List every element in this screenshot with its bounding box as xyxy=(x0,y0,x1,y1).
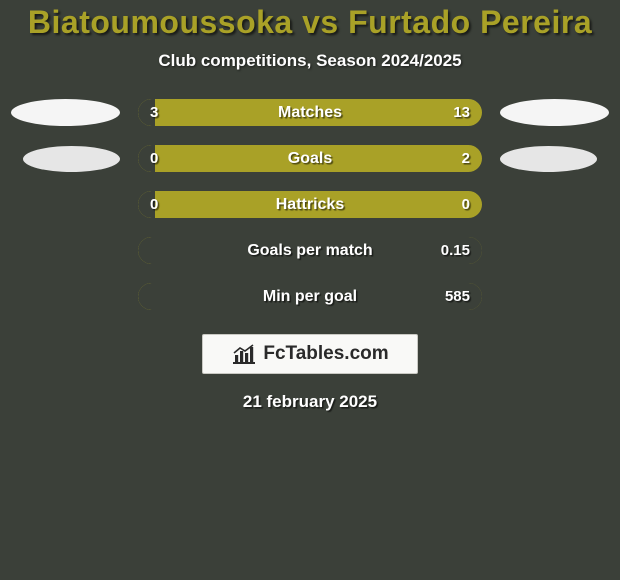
logo-text: FcTables.com xyxy=(263,343,388,365)
stat-label: Min per goal xyxy=(138,283,482,310)
subtitle: Club competitions, Season 2024/2025 xyxy=(0,51,620,71)
stat-row: 00Hattricks xyxy=(0,191,620,218)
left-ellipse-slot xyxy=(10,99,120,126)
player-ellipse-right xyxy=(500,99,609,126)
stat-bar: 585Min per goal xyxy=(138,283,482,310)
stat-label: Goals xyxy=(138,145,482,172)
chart-icon xyxy=(231,343,257,365)
stat-row: 313Matches xyxy=(0,99,620,126)
stat-row: 02Goals xyxy=(0,145,620,172)
player-ellipse-right xyxy=(500,146,597,172)
logo-box: FcTables.com xyxy=(202,334,418,374)
stat-label: Matches xyxy=(138,99,482,126)
stat-bar: 02Goals xyxy=(138,145,482,172)
player-ellipse-left xyxy=(11,99,120,126)
left-ellipse-slot xyxy=(10,146,120,172)
date-text: 21 february 2025 xyxy=(0,392,620,412)
stat-bar: 313Matches xyxy=(138,99,482,126)
stat-label: Hattricks xyxy=(138,191,482,218)
stat-row: 585Min per goal xyxy=(0,283,620,310)
right-ellipse-slot xyxy=(500,146,610,172)
stat-bar: 0.15Goals per match xyxy=(138,237,482,264)
right-ellipse-slot xyxy=(500,99,610,126)
content-root: Biatoumoussoka vs Furtado Pereira Club c… xyxy=(0,0,620,412)
player-ellipse-left xyxy=(23,146,120,172)
page-title: Biatoumoussoka vs Furtado Pereira xyxy=(0,4,620,41)
stat-label: Goals per match xyxy=(138,237,482,264)
stat-row: 0.15Goals per match xyxy=(0,237,620,264)
comparison-rows: 313Matches 02Goals 00Hattricks 0.15Goals pe… xyxy=(0,99,620,310)
stat-bar: 00Hattricks xyxy=(138,191,482,218)
